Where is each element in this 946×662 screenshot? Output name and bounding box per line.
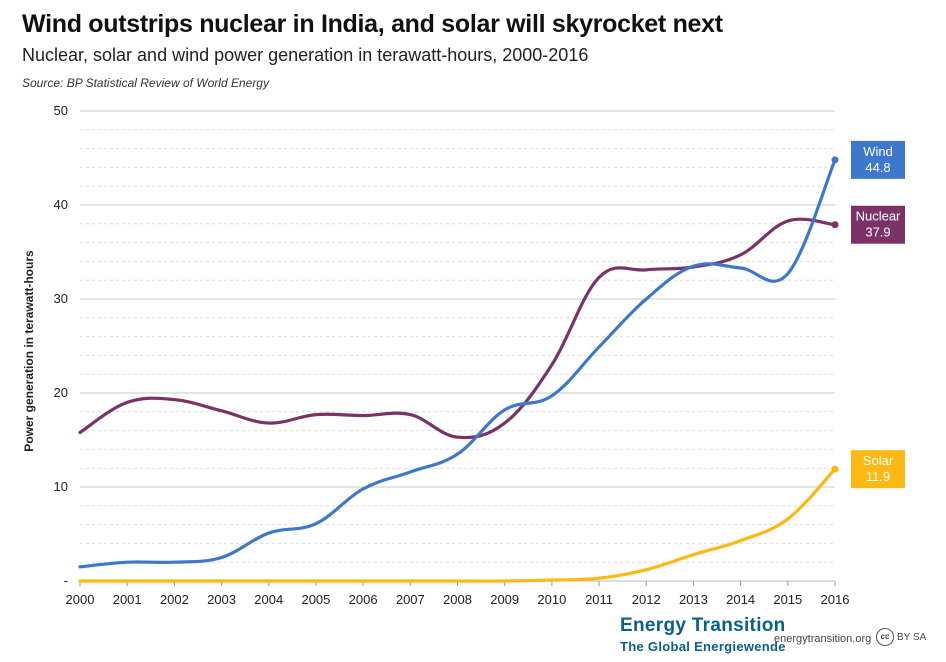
x-tick-label: 2007 [396, 592, 425, 607]
y-tick-label: - [64, 573, 68, 588]
license-badge: cc BY SA [876, 628, 926, 646]
solar-series-name: Solar [863, 453, 894, 468]
y-axis-label: Power generation in terawatt-hours [22, 250, 36, 452]
creative-commons-icon: cc [876, 628, 894, 646]
x-tick-label: 2005 [301, 592, 330, 607]
x-tick-label: 2000 [66, 592, 95, 607]
brand-name: Energy Transition [620, 615, 786, 636]
y-tick-label: 30 [54, 291, 68, 306]
y-axis: - 10 20 30 40 50 [54, 103, 68, 588]
site-url[interactable]: energytransition.org [774, 633, 872, 645]
x-tick-label: 2015 [773, 592, 802, 607]
y-tick-label: 20 [54, 385, 68, 400]
y-tick-label: 40 [54, 197, 68, 212]
wind-series-value: 44.8 [865, 160, 890, 175]
brand-logo: Energy Transition The Global Energiewend… [620, 615, 786, 654]
x-axis: 2000 2001 2002 2003 2004 2005 2006 2007 2008 2009… [66, 581, 850, 607]
x-tick-label: 2002 [160, 592, 189, 607]
chart-source: Source: BP Statistical Review of World E… [22, 76, 269, 90]
x-tick-label: 2011 [585, 592, 613, 607]
x-tick-label: 2010 [537, 592, 566, 607]
solar-label-box [851, 450, 905, 489]
x-tick-label: 2009 [490, 592, 519, 607]
x-tick-label: 2014 [726, 592, 755, 607]
x-tick-label: 2006 [349, 592, 378, 607]
nuclear-series-name: Nuclear [856, 209, 901, 224]
x-tick-label: 2001 [113, 592, 142, 607]
license-text: BY SA [897, 631, 927, 643]
wind-end-point [831, 156, 839, 164]
wind-series-line [78, 158, 837, 569]
solar-end-point [831, 465, 839, 473]
x-tick-label: 2004 [254, 592, 283, 607]
chart-subtitle: Nuclear, solar and wind power generation… [22, 45, 589, 65]
x-tick-label: 2016 [821, 592, 850, 607]
x-tick-label: 2003 [207, 592, 236, 607]
nuclear-end-point [831, 221, 839, 229]
solar-series-value: 11.9 [866, 469, 890, 484]
wind-label-box [851, 140, 905, 179]
nuclear-series-value: 37.9 [865, 225, 890, 240]
nuclear-series-line [78, 217, 837, 440]
brand-tagline: The Global Energiewende [620, 639, 786, 654]
solar-series-line [78, 467, 837, 583]
x-tick-label: 2008 [443, 592, 472, 607]
y-tick-label: 50 [54, 103, 68, 118]
x-tick-label: 2013 [679, 592, 708, 607]
wind-series-name: Wind [863, 144, 893, 159]
series-lines [78, 156, 839, 583]
grid-lines [80, 110, 835, 582]
chart-title: Wind outstrips nuclear in India, and sol… [22, 10, 723, 38]
y-tick-label: 10 [54, 479, 68, 494]
x-tick-label: 2012 [632, 592, 661, 607]
nuclear-label-box [851, 205, 905, 244]
